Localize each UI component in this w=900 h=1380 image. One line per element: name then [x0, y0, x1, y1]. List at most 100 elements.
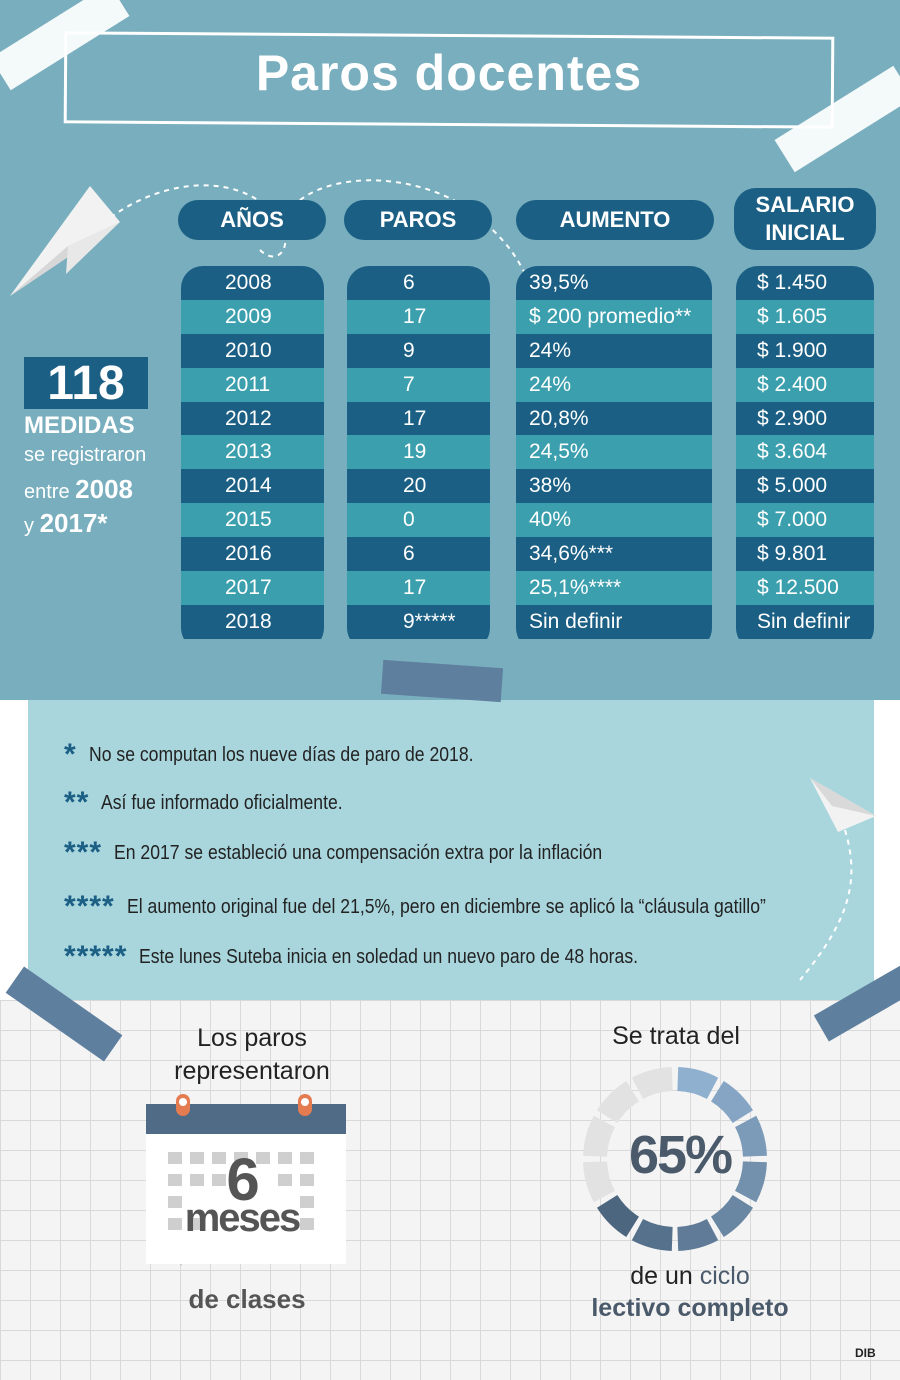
- column-years: 2008 2009 2010 2011 2012 2013 2014 2015 2016 2017…: [181, 266, 324, 650]
- column-salary: $ 1.450 $ 1.605 $ 1.900 $ 2.400 $ 2.900 $ 3.6…: [736, 266, 874, 650]
- table-cell-strikes: 6: [347, 537, 490, 572]
- donut-segment: [711, 1080, 754, 1123]
- stat-left-line1: Los paros: [197, 1024, 307, 1052]
- summary-count: 118: [24, 357, 148, 410]
- summary-year-start: 2008: [75, 474, 133, 504]
- table-cell-raise: Sin definir: [516, 604, 712, 639]
- stat-right-line1: Se trata del: [612, 1022, 740, 1050]
- note-text: Así fue informado oficialmente.: [101, 791, 344, 814]
- note-item: ***** Este lunes Suteba inicia en soledad…: [64, 942, 706, 972]
- table-cell-strikes: 9*****: [347, 604, 490, 639]
- note-stars: **: [64, 786, 90, 819]
- table-cell-salary: $ 1.450: [736, 266, 874, 300]
- table-cell-raise: 25,1%****: [516, 571, 712, 605]
- stat-left-intro: Los paros representaron: [140, 1022, 364, 1088]
- calendar-icon: [146, 1094, 346, 1266]
- table-cell-strikes: 17: [347, 571, 490, 605]
- table-cell-strikes: 0: [347, 503, 490, 538]
- dashed-path: [299, 179, 531, 281]
- note-stars: ***: [64, 836, 103, 869]
- donut-segment: [631, 1067, 673, 1099]
- donut-segment: [711, 1195, 754, 1238]
- table-cell-strikes: 17: [347, 299, 490, 334]
- note-text: El aumento original fue del 21,5%, pero …: [126, 895, 766, 918]
- page-title: Paros docentes: [255, 45, 643, 101]
- dashed-path: [799, 829, 853, 981]
- table-cell-raise: 34,6%***: [516, 537, 712, 572]
- donut-segment: [735, 1161, 767, 1203]
- table-cell-year: 2016: [181, 537, 324, 572]
- table-cell-salary: $ 9.801: [736, 537, 874, 572]
- donut-segment: [583, 1115, 615, 1157]
- notes-panel: [28, 700, 874, 1000]
- table-cell-strikes: 9: [347, 333, 490, 368]
- summary-line3: y 2017*: [24, 508, 108, 539]
- table-cell-raise: $ 200 promedio**: [516, 299, 712, 334]
- note-item: ** Así fue informado oficialmente.: [64, 788, 376, 818]
- table-cell-year: 2012: [181, 401, 324, 436]
- stat-right-line2: de un ciclo: [560, 1262, 820, 1291]
- summary-line3-prefix: y: [24, 515, 34, 537]
- table-cell-strikes: 6: [347, 266, 490, 300]
- header-strikes: PAROS: [344, 200, 492, 240]
- note-item: **** El aumento original fue del 21,5%, p…: [64, 892, 853, 922]
- table-cell-strikes: 17: [347, 401, 490, 436]
- header-raise: AUMENTO: [516, 200, 714, 240]
- table-cell-strikes: 20: [347, 469, 490, 504]
- paper-plane-icon: [810, 778, 876, 832]
- paper-plane-icon: [10, 186, 120, 296]
- table-cell-strikes: 19: [347, 435, 490, 470]
- stat-left-number: 6: [226, 1146, 259, 1213]
- note-item: * No se computan los nueve días de paro d…: [64, 740, 526, 770]
- note-text: Este lunes Suteba inicia en soledad un n…: [139, 945, 639, 968]
- donut-segment: [677, 1219, 719, 1251]
- table-cell-salary: $ 5.000: [736, 469, 874, 504]
- note-text: No se computan los nueve días de paro de…: [88, 743, 474, 766]
- table-cell-raise: 24,5%: [516, 435, 712, 470]
- table-cell-salary: $ 2.400: [736, 367, 874, 402]
- table-cell-salary: $ 1.605: [736, 299, 874, 334]
- table-cell-salary: $ 12.500: [736, 571, 874, 605]
- note-item: *** En 2017 se estableció una compensació…: [64, 838, 669, 868]
- table-cell-salary: Sin definir: [736, 604, 874, 639]
- donut-segment: [631, 1219, 673, 1251]
- table-cell-year: 2010: [181, 333, 324, 368]
- table-cell-raise: 39,5%: [516, 266, 712, 300]
- summary-year-end: 2017*: [39, 508, 108, 538]
- table-cell-year: 2008: [181, 266, 324, 300]
- donut-segment: [677, 1067, 719, 1099]
- table-cell-year: 2017: [181, 571, 324, 605]
- table-cell-year: 2013: [181, 435, 324, 470]
- stat-right-line2-a: de un: [630, 1262, 693, 1290]
- donut-chart: [583, 1067, 767, 1251]
- stat-right-line3: lectivo completo: [591, 1294, 789, 1322]
- table-cell-year: 2011: [181, 367, 324, 402]
- header-salary: SALARIO INICIAL: [734, 188, 876, 250]
- credit: DIB: [855, 1346, 876, 1360]
- table-cell-year: 2009: [181, 299, 324, 334]
- table-cell-raise: 20,8%: [516, 401, 712, 436]
- donut-segment: [596, 1195, 639, 1238]
- note-stars: *****: [64, 940, 128, 973]
- table-cell-year: 2015: [181, 503, 324, 538]
- header-years: AÑOS: [178, 200, 326, 240]
- stat-right-percent: 65%: [628, 1125, 733, 1185]
- summary-line2: entre 2008: [24, 474, 133, 505]
- note-text: En 2017 se estableció una compensación e…: [114, 841, 603, 864]
- note-stars: ****: [64, 890, 115, 923]
- table-cell-salary: $ 3.604: [736, 435, 874, 470]
- summary-line2-prefix: entre: [24, 481, 70, 503]
- table-cell-year: 2014: [181, 469, 324, 504]
- stat-right-line2-b: ciclo: [699, 1262, 750, 1290]
- donut-segment: [596, 1080, 639, 1123]
- table-cell-raise: 40%: [516, 503, 712, 538]
- donut-segment: [735, 1115, 767, 1157]
- table-cell-year: 2018: [181, 604, 324, 639]
- stat-left-unit: meses: [184, 1196, 302, 1240]
- note-stars: *: [64, 738, 77, 771]
- stat-left-line3: de clases: [188, 1284, 306, 1314]
- table-cell-raise: 38%: [516, 469, 712, 504]
- table-cell-strikes: 7: [347, 367, 490, 402]
- table-cell-salary: $ 7.000: [736, 503, 874, 538]
- summary-line1: se registraron: [24, 444, 147, 466]
